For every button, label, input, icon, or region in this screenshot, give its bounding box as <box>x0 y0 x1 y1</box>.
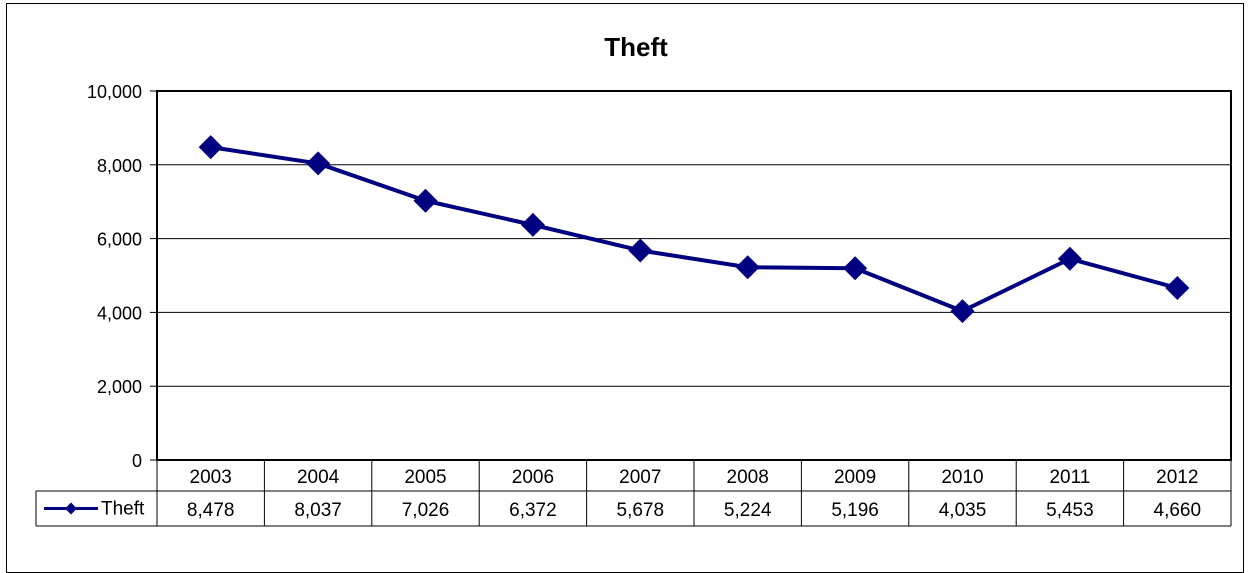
x-category-label: 2005 <box>404 467 446 488</box>
data-point <box>735 255 760 280</box>
data-value-label: 4,035 <box>939 500 987 521</box>
y-tick-label: 0 <box>132 451 142 471</box>
gridlines <box>157 164 1231 387</box>
data-value-label: 5,196 <box>831 500 879 521</box>
data-table: 2003 2004 2005 2006 2007 2008 2009 2010 2011 2012… <box>35 460 1232 527</box>
data-point <box>1165 276 1190 301</box>
data-value-label: 5,224 <box>724 500 772 521</box>
data-value-label: 4,660 <box>1154 500 1202 521</box>
data-value-label: 7,026 <box>402 500 450 521</box>
data-point <box>306 151 331 176</box>
legend-label: Theft <box>101 499 145 520</box>
data-point <box>413 188 438 213</box>
x-category-label: 2010 <box>941 467 983 488</box>
x-category-label: 2003 <box>190 467 232 488</box>
y-axis: 0 2,000 4,000 6,000 8,000 10,000 <box>87 82 157 471</box>
chart-title: Theft <box>604 32 668 62</box>
y-tick-label: 10,000 <box>87 82 142 102</box>
data-point <box>198 135 223 160</box>
data-point <box>628 238 653 263</box>
x-category-label: 2004 <box>297 467 340 488</box>
y-tick-label: 4,000 <box>97 303 142 323</box>
x-category-label: 2012 <box>1156 467 1198 488</box>
data-value-label: 8,478 <box>187 500 235 521</box>
data-value-label: 6,372 <box>509 500 557 521</box>
data-value-label: 5,453 <box>1046 500 1094 521</box>
legend-marker <box>65 502 77 515</box>
y-tick-label: 6,000 <box>97 230 142 250</box>
x-category-label: 2009 <box>834 467 876 488</box>
chart-frame <box>6 3 1244 573</box>
y-tick-label: 2,000 <box>97 377 142 397</box>
data-point <box>520 212 545 237</box>
data-point <box>950 299 975 324</box>
x-category-label: 2007 <box>619 467 661 488</box>
x-category-label: 2011 <box>1049 467 1090 488</box>
x-category-label: 2006 <box>512 467 554 488</box>
data-point <box>1057 246 1082 271</box>
data-value-label: 8,037 <box>294 500 342 521</box>
data-point <box>843 256 868 281</box>
plot-area <box>156 90 1232 461</box>
x-category-label: 2008 <box>727 467 769 488</box>
series-line-theft <box>210 145 1178 314</box>
data-value-label: 5,678 <box>617 500 665 521</box>
y-tick-label: 8,000 <box>97 156 142 176</box>
series-theft <box>198 135 1190 324</box>
